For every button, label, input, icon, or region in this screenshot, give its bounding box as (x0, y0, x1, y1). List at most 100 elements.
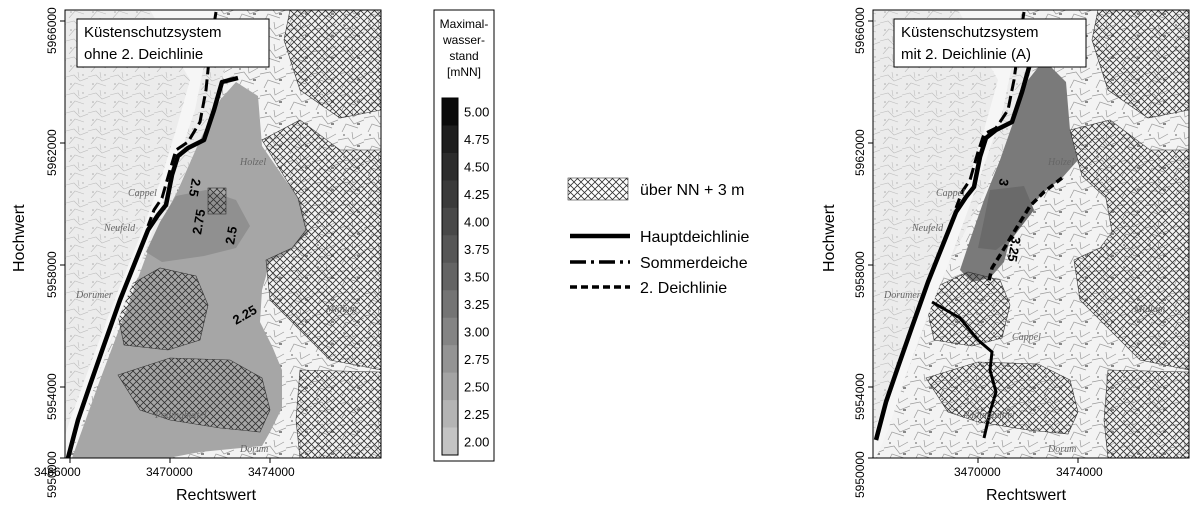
y-tick-label: 5954000 (45, 373, 59, 420)
colorbar-swatch (442, 262, 458, 291)
colorbar-level-label: 3.75 (464, 242, 489, 257)
y-tick-label: 5958000 (45, 251, 59, 298)
colorbar-swatch (442, 180, 458, 209)
colorbar-swatch (442, 98, 458, 126)
place-name-neufeld: Neufeld (103, 223, 136, 234)
main-dyke-line (65, 75, 239, 458)
map-frame (64, 9, 382, 459)
colorbar-level-label: 3.25 (464, 297, 489, 312)
colorbar-swatch (442, 427, 458, 456)
high-ground-island (207, 187, 227, 215)
colorbar-swatch (442, 152, 458, 181)
colorbar-level-label: 4.50 (464, 160, 489, 175)
place-name-cappel: Cappel (936, 188, 965, 199)
colorbar-level-label: 3.00 (464, 324, 489, 339)
y-axis-label: Hochwert (821, 204, 838, 272)
high-ground-east (261, 119, 381, 371)
colorbar-swatch (442, 125, 458, 154)
map-title-line2: mit 2. Deichlinie (A) (901, 46, 1031, 63)
x-tick-label: 3474000 (248, 465, 295, 479)
y-axis: 5966000 5962000 5958000 5954000 5950000 … (821, 7, 873, 498)
place-name-dorumer: Dorumer (75, 290, 113, 301)
legend-summer-dyke-label: Sommerdeiche (640, 255, 748, 272)
colorbar-swatch (442, 345, 458, 374)
map-title-line1: Küstenschutzsystem (901, 24, 1039, 41)
y-tick-label: 5962000 (853, 129, 867, 176)
place-name-padingbuettel: Padingbüttel (962, 410, 1015, 421)
inland-dyke-line (931, 300, 998, 439)
colorbar-swatch (442, 235, 458, 264)
contour-label-3: 2.5 (222, 225, 240, 245)
right-map: 3 3.25 Cappel Neufeld Dorumer Dorum Padi… (821, 7, 1190, 504)
place-name-holzel: Holzel (1047, 157, 1074, 168)
colorbar-level-label: 2.50 (464, 379, 489, 394)
colorbar-level-label: 2.75 (464, 352, 489, 367)
x-tick-label: 3474000 (1056, 465, 1103, 479)
high-ground-west (117, 267, 209, 351)
colorbar-outline (441, 97, 459, 456)
summer-dyke-line (146, 11, 218, 227)
colorbar-title-line: wasser- (442, 33, 485, 47)
contour-label-1: 2.5 (186, 177, 204, 197)
high-ground-south (117, 357, 271, 433)
contour-label-1: 3 (996, 177, 1012, 187)
x-tick-label: 3470000 (954, 465, 1001, 479)
colorbar-level-label: 3.50 (464, 270, 489, 285)
y-axis-label: Hochwert (11, 204, 28, 272)
main-dyke-line (873, 57, 1047, 441)
place-name-neufeld: Neufeld (911, 223, 944, 234)
place-name-dorumer: Dorumer (883, 290, 921, 301)
map-title-line2: ohne 2. Deichlinie (84, 46, 203, 63)
legend-hatch-label: über NN + 3 m (640, 182, 744, 199)
y-tick-label: 5966000 (45, 7, 59, 54)
place-name-midlum: Midlum (325, 304, 357, 315)
place-name-holzel: Holzel (239, 157, 266, 168)
place-name-padingbuettel: Padingbüttel (154, 410, 207, 421)
y-tick-label: 5962000 (45, 129, 59, 176)
legend-second-dyke-label: 2. Deichlinie (640, 280, 727, 297)
map-frame (872, 9, 1190, 459)
flood-area (72, 82, 308, 458)
colorbar-title-line: Maximal- (440, 17, 489, 31)
place-name-dorum: Dorum (239, 444, 268, 455)
contour-label-2: 3.25 (1005, 235, 1024, 263)
map-title-box (76, 18, 270, 68)
high-ground-west (927, 271, 1011, 347)
second-dyke-line (986, 176, 1064, 286)
colorbar-title-line: stand (449, 49, 478, 63)
x-axis-label: Rechtswert (176, 487, 257, 504)
colorbar-labels: 5.00 4.75 4.50 4.25 4.00 3.75 3.50 3.25 3.00 2.75… (464, 105, 489, 450)
colorbar-swatch (442, 207, 458, 236)
colorbar-level-label: 4.75 (464, 132, 489, 147)
place-name-dorum: Dorum (1047, 444, 1076, 455)
place-name-midlum: Midlum (1133, 304, 1165, 315)
map-title-box (893, 18, 1087, 68)
high-ground-north (1091, 10, 1189, 119)
contour-label-2: 2.75 (189, 208, 208, 236)
legend: über NN + 3 m Hauptdeichlinie Sommerdeic… (567, 177, 750, 297)
colorbar: Maximal- wasser- stand [mNN] 5.00 4.75 4.5… (433, 9, 495, 462)
place-name-cappel: Cappel (128, 188, 157, 199)
flood-area-inner (978, 186, 1034, 250)
x-axis: 3466000 3470000 3474000 Rechtswert (34, 458, 295, 504)
y-axis: 5966000 5962000 5958000 5954000 5950000 … (11, 7, 65, 498)
high-ground-east (1069, 119, 1189, 371)
high-ground-north (283, 10, 381, 119)
colorbar-level-label: 2.25 (464, 407, 489, 422)
map-title-line1: Küstenschutzsystem (84, 24, 222, 41)
colorbar-swatch (442, 400, 458, 429)
colorbar-level-label: 2.00 (464, 434, 489, 449)
coastal-strip (873, 10, 1022, 458)
high-ground-southeast (295, 369, 381, 458)
x-axis: 3470000 3474000 Rechtswert (954, 458, 1103, 504)
y-tick-label: 5950000 (853, 451, 867, 498)
colorbar-title-line: [mNN] (447, 65, 481, 79)
legend-hatch-swatch (567, 177, 629, 201)
legend-main-dyke-label: Hauptdeichlinie (640, 229, 750, 246)
colorbar-swatch (442, 290, 458, 319)
x-tick-label: 3470000 (146, 465, 193, 479)
colorbar-swatches (441, 97, 459, 456)
colorbar-level-label: 4.25 (464, 187, 489, 202)
colorbar-level-label: 4.00 (464, 215, 489, 230)
